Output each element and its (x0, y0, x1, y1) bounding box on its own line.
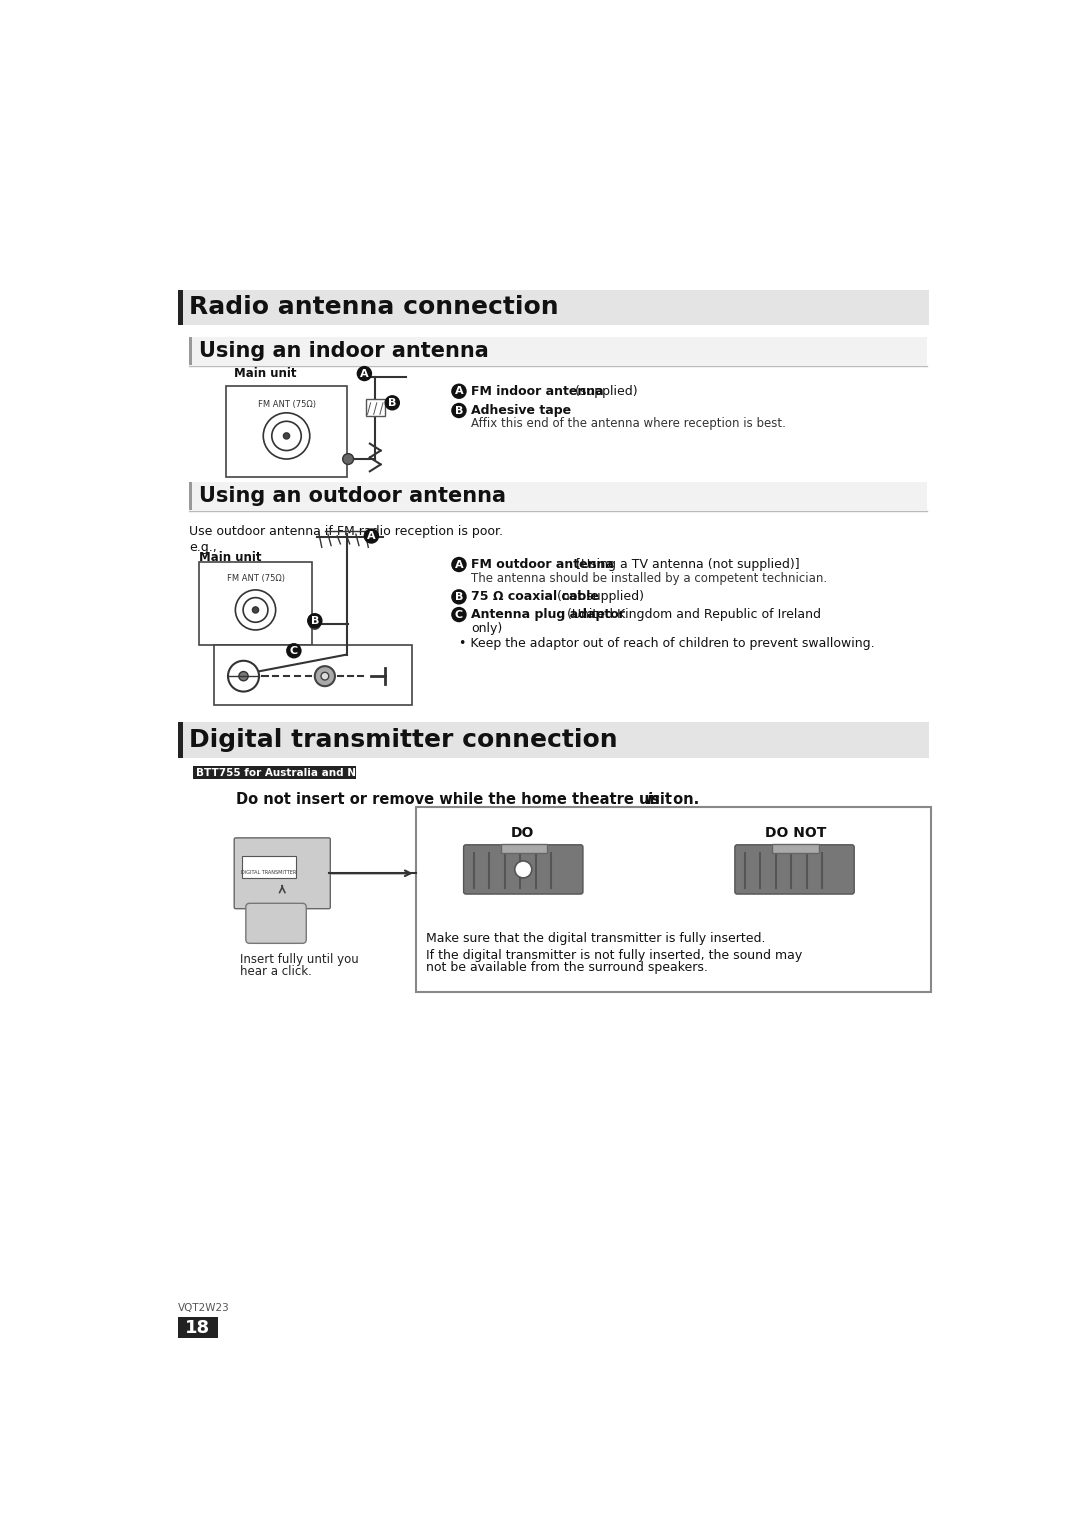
Text: [Using a TV antenna (not supplied)]: [Using a TV antenna (not supplied)] (572, 558, 799, 571)
Bar (177, 723, 183, 758)
Text: B: B (455, 591, 463, 602)
Circle shape (356, 365, 373, 382)
Circle shape (235, 590, 275, 630)
Text: is: is (647, 792, 660, 807)
Text: B: B (455, 405, 463, 416)
Text: A: A (455, 387, 463, 396)
Text: Make sure that the digital transmitter is fully inserted.: Make sure that the digital transmitter i… (427, 932, 766, 944)
Text: Main unit: Main unit (234, 367, 297, 380)
Text: FM indoor antenna: FM indoor antenna (471, 385, 604, 397)
Text: Adhesive tape: Adhesive tape (471, 403, 571, 417)
Text: DO NOT: DO NOT (765, 827, 826, 840)
Circle shape (286, 643, 301, 659)
Text: Affix this end of the antenna where reception is best.: Affix this end of the antenna where rece… (471, 417, 786, 429)
Text: Use outdoor antenna if FM radio reception is poor.: Use outdoor antenna if FM radio receptio… (189, 526, 503, 538)
Text: VQT2W23: VQT2W23 (177, 1303, 229, 1313)
Text: Using an indoor antenna: Using an indoor antenna (199, 341, 488, 361)
Text: (United Kingdom and Republic of Ireland: (United Kingdom and Republic of Ireland (563, 608, 821, 620)
Bar (177, 1317, 218, 1339)
Bar (501, 843, 548, 853)
Bar (366, 399, 386, 416)
Text: Antenna plug adaptor: Antenna plug adaptor (471, 608, 625, 620)
Text: FM ANT (75Ω): FM ANT (75Ω) (257, 400, 315, 408)
Bar (772, 843, 819, 853)
Circle shape (272, 422, 301, 451)
Bar (177, 290, 930, 325)
Text: Using an outdoor antenna: Using an outdoor antenna (199, 486, 505, 506)
Circle shape (451, 403, 467, 419)
Bar (242, 856, 296, 879)
Circle shape (342, 454, 353, 465)
Circle shape (253, 607, 258, 613)
Text: Do not insert or remove while the home theatre unit: Do not insert or remove while the home t… (235, 792, 677, 807)
Bar (416, 807, 931, 992)
Circle shape (307, 613, 323, 628)
Bar (227, 387, 347, 477)
Bar (177, 290, 183, 325)
Text: The antenna should be installed by a competent technician.: The antenna should be installed by a com… (471, 571, 827, 585)
Bar (189, 338, 927, 365)
Circle shape (243, 597, 268, 622)
Text: not be available from the surround speakers.: not be available from the surround speak… (427, 961, 708, 973)
Bar (177, 723, 930, 758)
Text: Radio antenna connection: Radio antenna connection (189, 295, 558, 319)
Text: C: C (455, 610, 463, 619)
FancyBboxPatch shape (246, 903, 307, 943)
Text: B: B (388, 397, 396, 408)
Text: only): only) (471, 622, 502, 636)
Bar (189, 338, 192, 365)
Circle shape (321, 672, 328, 680)
Circle shape (264, 413, 310, 458)
FancyBboxPatch shape (734, 845, 854, 894)
Text: Main unit: Main unit (200, 552, 261, 564)
Text: FM ANT (75Ω): FM ANT (75Ω) (227, 573, 284, 582)
Text: 75 Ω coaxial cable: 75 Ω coaxial cable (471, 590, 599, 604)
Circle shape (314, 666, 335, 686)
Text: (not supplied): (not supplied) (553, 590, 644, 604)
Text: e.g.,: e.g., (189, 541, 217, 553)
Text: C: C (289, 646, 298, 656)
Text: • Keep the adaptor out of reach of children to prevent swallowing.: • Keep the adaptor out of reach of child… (459, 637, 875, 651)
Text: B: B (311, 616, 319, 626)
Bar (193, 766, 356, 779)
Circle shape (384, 396, 400, 411)
Circle shape (451, 556, 467, 571)
Text: FM outdoor antenna: FM outdoor antenna (471, 558, 615, 571)
Text: A: A (360, 368, 368, 379)
Circle shape (364, 529, 379, 544)
Circle shape (283, 432, 289, 439)
Text: on.: on. (669, 792, 700, 807)
Bar (200, 562, 312, 645)
Text: (supplied): (supplied) (570, 385, 637, 397)
Text: A: A (367, 532, 376, 541)
Text: Digital transmitter connection: Digital transmitter connection (189, 727, 618, 752)
Circle shape (451, 384, 467, 399)
Text: DIGITAL TRANSMITTER: DIGITAL TRANSMITTER (242, 871, 297, 876)
Circle shape (228, 660, 259, 692)
Text: A: A (455, 559, 463, 570)
Text: DO: DO (511, 827, 535, 840)
Bar (189, 483, 927, 510)
Bar (214, 645, 411, 706)
Circle shape (515, 860, 531, 879)
Text: BTT755 for Australia and New Zealand: BTT755 for Australia and New Zealand (197, 767, 424, 778)
FancyBboxPatch shape (463, 845, 583, 894)
Circle shape (451, 590, 467, 605)
Text: hear a click.: hear a click. (240, 964, 311, 978)
Circle shape (451, 607, 467, 622)
Bar (189, 483, 192, 510)
FancyBboxPatch shape (234, 837, 330, 909)
Text: If the digital transmitter is not fully inserted, the sound may: If the digital transmitter is not fully … (427, 949, 802, 961)
Text: 18: 18 (185, 1319, 211, 1337)
Text: Insert fully until you: Insert fully until you (240, 953, 359, 966)
Circle shape (239, 671, 248, 681)
Circle shape (309, 619, 321, 630)
